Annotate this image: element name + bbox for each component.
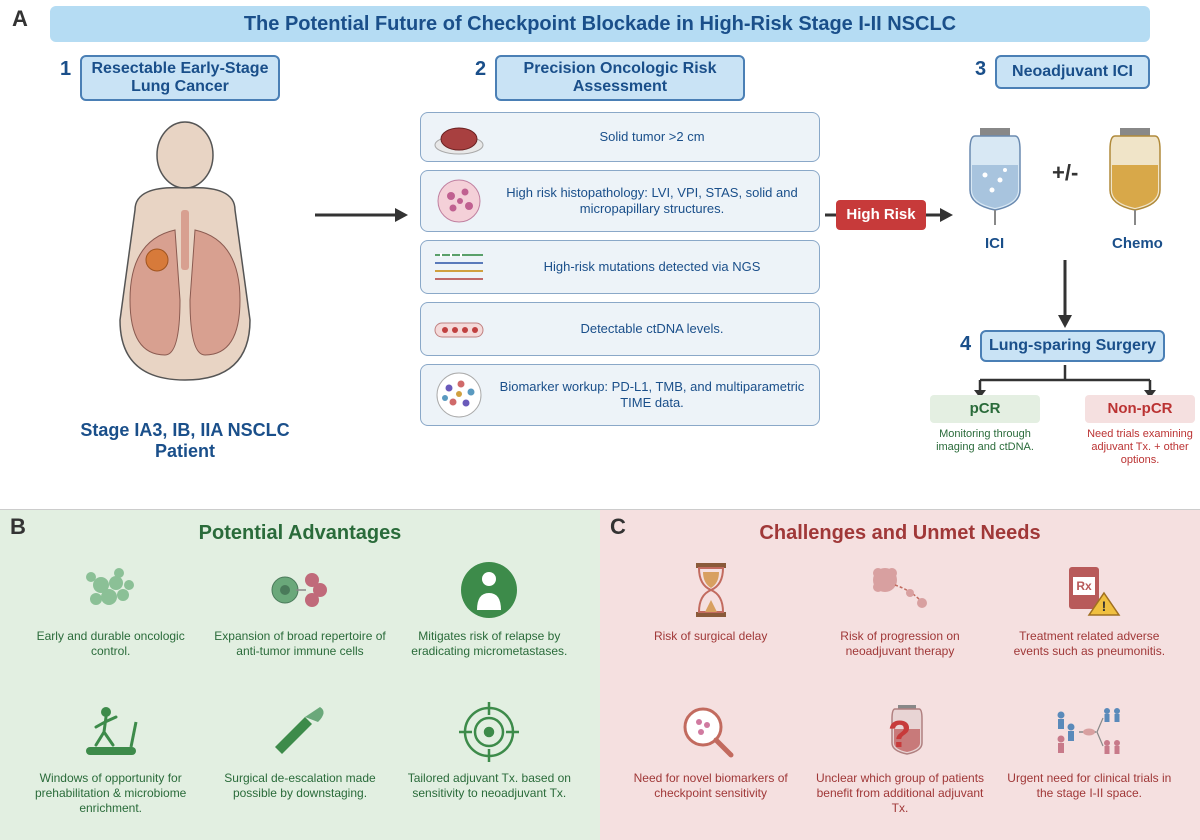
step1-header: Resectable Early-Stage Lung Cancer	[80, 55, 280, 101]
scalpel-icon	[260, 697, 340, 767]
panel-c-label: C	[610, 514, 626, 540]
nonpcr-box: Non-pCR	[1085, 395, 1195, 423]
trial-cohort-icon	[1049, 697, 1129, 767]
patient-torso-icon	[75, 120, 295, 400]
chal-text-3: Need for novel biomarkers of checkpoint …	[620, 771, 801, 801]
dna-seq-icon	[427, 242, 491, 292]
svg-text:Rx: Rx	[1077, 579, 1093, 593]
assess-text-4: Biomarker workup: PD-L1, TMB, and multip…	[491, 379, 813, 412]
biomarker-cells-icon	[427, 370, 491, 420]
step2-num: 2	[475, 58, 486, 81]
chal-cell-0: Risk of surgical delay	[620, 555, 801, 689]
adv-cell-2: Mitigates risk of relapse by eradicating…	[399, 555, 580, 689]
step3-header: Neoadjuvant ICI	[995, 55, 1150, 89]
assess-item-0: Solid tumor >2 cm	[420, 112, 820, 162]
title-bar: The Potential Future of Checkpoint Block…	[50, 6, 1150, 42]
adv-text-3: Windows of opportunity for prehabilitati…	[20, 771, 201, 816]
nonpcr-text: Need trials examining adjuvant Tx. + oth…	[1075, 428, 1200, 468]
ici-bag-icon	[960, 120, 1030, 230]
adv-cell-0: Early and durable oncologic control.	[20, 555, 201, 689]
rx-warning-icon: Rx!	[1049, 555, 1129, 625]
high-risk-tag: High Risk	[836, 200, 926, 230]
adv-cell-5: Tailored adjuvant Tx. based on sensitivi…	[399, 697, 580, 831]
chal-text-5: Urgent need for clinical trials in the s…	[999, 771, 1180, 801]
cell-cluster-icon	[71, 555, 151, 625]
chal-cell-4: ? Unclear which group of patients benefi…	[809, 697, 990, 831]
assess-text-2: High-risk mutations detected via NGS	[491, 259, 813, 275]
panel-bc-container: B Potential Advantages Early and durable…	[0, 510, 1200, 840]
hourglass-icon	[671, 555, 751, 625]
plus-minus-label: +/-	[1052, 160, 1078, 186]
chemo-label: Chemo	[1112, 235, 1163, 252]
panel-b-title: Potential Advantages	[20, 522, 580, 545]
panel-b: B Potential Advantages Early and durable…	[0, 510, 600, 840]
adv-text-1: Expansion of broad repertoire of anti-tu…	[209, 629, 390, 659]
step4-header: Lung-sparing Surgery	[980, 330, 1165, 362]
chal-text-2: Treatment related adverse events such as…	[999, 629, 1180, 659]
svg-text:?: ?	[888, 714, 911, 756]
pcr-box: pCR	[930, 395, 1040, 423]
assess-text-0: Solid tumor >2 cm	[491, 129, 813, 145]
chal-text-0: Risk of surgical delay	[650, 629, 771, 644]
assess-item-4: Biomarker workup: PD-L1, TMB, and multip…	[420, 364, 820, 426]
arrow-1to2	[310, 200, 410, 230]
step3-num: 3	[975, 58, 986, 81]
adv-text-2: Mitigates risk of relapse by eradicating…	[399, 629, 580, 659]
adv-cell-4: Surgical de-escalation made possible by …	[209, 697, 390, 831]
pcr-text: Monitoring through imaging and ctDNA.	[920, 428, 1050, 454]
step1-num: 1	[60, 58, 71, 81]
panel-c: C Challenges and Unmet Needs Risk of sur…	[600, 510, 1200, 840]
person-shield-icon	[449, 555, 529, 625]
adv-text-0: Early and durable oncologic control.	[20, 629, 201, 659]
chemo-bag-icon	[1100, 120, 1170, 230]
chal-cell-5: Urgent need for clinical trials in the s…	[999, 697, 1180, 831]
svg-text:!: !	[1102, 598, 1107, 614]
blood-ctdna-icon	[427, 304, 491, 354]
panel-b-label: B	[10, 514, 26, 540]
tumor-spread-icon	[860, 555, 940, 625]
ivbag-question-icon: ?	[860, 697, 940, 767]
step4-num: 4	[960, 333, 971, 356]
tcell-tumor-icon	[260, 555, 340, 625]
adv-text-5: Tailored adjuvant Tx. based on sensitivi…	[399, 771, 580, 801]
advantages-grid: Early and durable oncologic control. Exp…	[20, 555, 580, 830]
assess-item-1: High risk histopathology: LVI, VPI, STAS…	[420, 170, 820, 232]
tumor-slice-icon	[427, 112, 491, 162]
assess-text-1: High risk histopathology: LVI, VPI, STAS…	[491, 185, 813, 218]
chal-cell-3: Need for novel biomarkers of checkpoint …	[620, 697, 801, 831]
chal-text-4: Unclear which group of patients benefit …	[809, 771, 990, 816]
target-icon	[449, 697, 529, 767]
panel-a-label: A	[12, 6, 28, 32]
assess-item-2: High-risk mutations detected via NGS	[420, 240, 820, 294]
ici-label: ICI	[985, 235, 1004, 252]
panel-c-title: Challenges and Unmet Needs	[620, 522, 1180, 545]
chal-text-1: Risk of progression on neoadjuvant thera…	[809, 629, 990, 659]
adv-cell-3: Windows of opportunity for prehabilitati…	[20, 697, 201, 831]
assess-item-3: Detectable ctDNA levels.	[420, 302, 820, 356]
treadmill-icon	[71, 697, 151, 767]
assess-text-3: Detectable ctDNA levels.	[491, 321, 813, 337]
histology-icon	[427, 176, 491, 226]
arrow-3to4	[1050, 260, 1080, 330]
magnify-biomarker-icon	[671, 697, 751, 767]
adv-cell-1: Expansion of broad repertoire of anti-tu…	[209, 555, 390, 689]
step1-caption: Stage IA3, IB, IIA NSCLC Patient	[60, 420, 310, 462]
panel-a: A The Potential Future of Checkpoint Blo…	[0, 0, 1200, 510]
adv-text-4: Surgical de-escalation made possible by …	[209, 771, 390, 801]
step2-header: Precision Oncologic Risk Assessment	[495, 55, 745, 101]
chal-cell-2: Rx! Treatment related adverse events suc…	[999, 555, 1180, 689]
challenges-grid: Risk of surgical delay Risk of progressi…	[620, 555, 1180, 830]
chal-cell-1: Risk of progression on neoadjuvant thera…	[809, 555, 990, 689]
